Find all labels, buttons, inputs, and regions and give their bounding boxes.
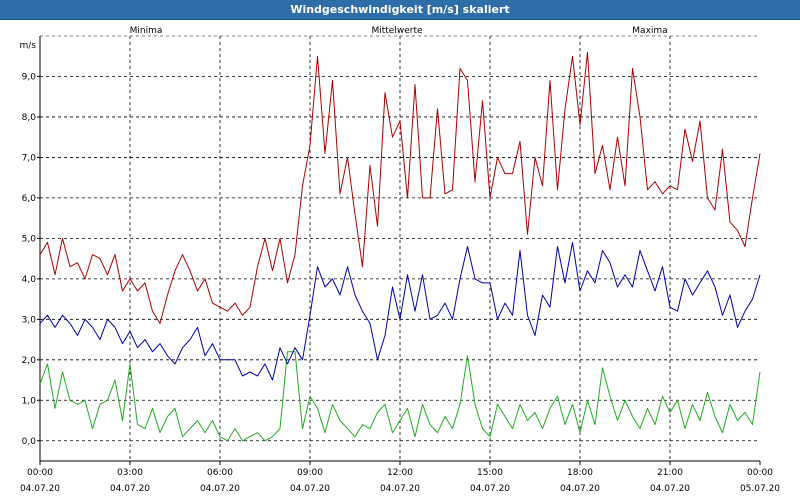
x-tick-time-label: 00:00	[747, 468, 773, 478]
x-tick-date-label: 04.07.20	[380, 484, 420, 494]
x-tick-date-label: 04.07.20	[200, 484, 240, 494]
x-tick-date-label: 05.07.20	[740, 484, 780, 494]
y-tick-label: 8,0	[22, 113, 37, 123]
y-tick-label: 4,0	[22, 275, 37, 285]
y-tick-label: 3,0	[22, 315, 37, 325]
x-tick-time-label: 12:00	[387, 468, 413, 478]
legend: Minima Mittelwerte Maxima	[130, 26, 668, 36]
x-tick-time-label: 15:00	[477, 468, 503, 478]
series-line-mittelwerte	[39, 241, 761, 381]
y-tick-label: 0,0	[22, 437, 37, 447]
x-tick-date-label: 04.07.20	[110, 484, 150, 494]
wind-speed-chart: Minima Mittelwerte Maxima 0,0 1,0 2,0 3,0 4,0 5…	[0, 20, 800, 500]
y-axis-unit-label: m/s	[20, 41, 37, 51]
y-tick-label: 9,0	[22, 72, 37, 82]
x-tick-date-label: 04.07.20	[290, 484, 330, 494]
chart-title: Windgeschwindigkeit [m/s] skaliert	[0, 0, 800, 20]
x-tick-time-label: 09:00	[297, 468, 323, 478]
x-tick-date-label: 04.07.20	[470, 484, 510, 494]
x-tick-time-label: 18:00	[567, 468, 593, 478]
series	[39, 51, 761, 442]
legend-entry-mittelwerte: Mittelwerte	[371, 26, 422, 36]
x-tick-time-label: 21:00	[657, 468, 683, 478]
x-tick-date-label: 04.07.20	[650, 484, 690, 494]
series-line-minima	[39, 351, 761, 442]
y-tick-label: 7,0	[22, 153, 37, 163]
legend-entry-minima: Minima	[130, 26, 163, 36]
x-tick-time-label: 03:00	[117, 468, 143, 478]
x-tick-date-label: 04.07.20	[560, 484, 600, 494]
y-tick-label: 6,0	[22, 194, 37, 204]
x-tick-time-label: 06:00	[207, 468, 233, 478]
axes: 0,0 1,0 2,0 3,0 4,0 5,0 6,0 7,0 8,0 9,0 00:00 04.07…	[20, 35, 780, 494]
y-tick-label: 1,0	[22, 396, 37, 406]
y-tick-label: 2,0	[22, 356, 37, 366]
y-tick-label: 5,0	[22, 234, 37, 244]
legend-entry-maxima: Maxima	[632, 26, 667, 36]
x-tick-date-label: 04.07.20	[20, 484, 60, 494]
series-line-maxima	[39, 51, 761, 324]
x-tick-time-label: 00:00	[27, 468, 53, 478]
